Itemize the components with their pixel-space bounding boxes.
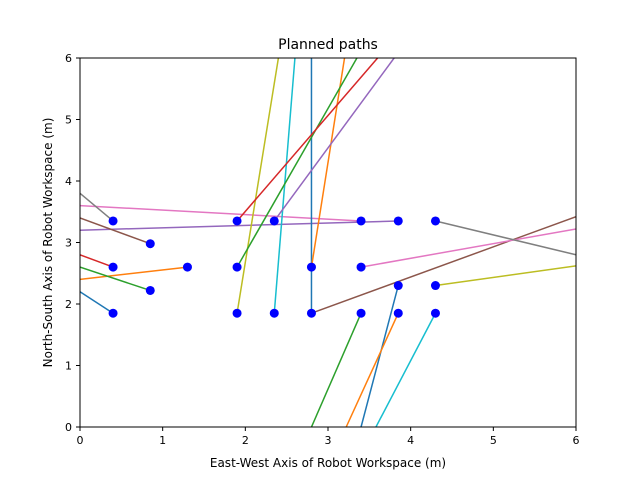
waypoint-marker-19	[393, 216, 403, 226]
waypoint-marker-3	[108, 216, 118, 226]
waypoint-marker-12	[306, 308, 316, 318]
path-line-6	[80, 217, 151, 245]
waypoint-marker-21	[430, 281, 440, 291]
y-axis: 0 1 2 3 4 5 6	[65, 52, 80, 434]
path-line-16	[311, 215, 576, 314]
path-line-15	[273, 58, 395, 222]
x-tick-label: 3	[325, 434, 332, 447]
waypoint-marker-13	[306, 262, 316, 272]
plot-area	[80, 58, 576, 427]
path-line-5	[80, 220, 399, 231]
marker-layer	[108, 216, 440, 318]
path-line-23	[310, 312, 362, 427]
waypoint-marker-8	[232, 262, 242, 272]
y-tick-label: 5	[65, 114, 72, 127]
path-line-22	[345, 312, 399, 427]
y-tick-label: 1	[65, 360, 72, 373]
series-layer	[80, 58, 576, 427]
x-tick-label: 1	[159, 434, 166, 447]
path-line-19	[435, 265, 576, 287]
y-tick-label: 4	[65, 175, 72, 188]
waypoint-marker-4	[145, 285, 155, 295]
path-line-21	[360, 285, 399, 427]
x-axis: 0 1 2 3 4 5 6	[77, 427, 580, 447]
waypoint-marker-11	[269, 216, 279, 226]
path-line-18	[435, 220, 576, 256]
waypoint-marker-10	[269, 308, 279, 318]
waypoint-marker-1	[108, 308, 118, 318]
path-line-3	[80, 266, 151, 292]
x-tick-label: 6	[573, 434, 580, 447]
waypoint-marker-5	[145, 239, 155, 249]
path-line-7	[80, 204, 362, 222]
waypoint-marker-17	[393, 308, 403, 318]
path-line-20	[375, 312, 437, 427]
waypoint-marker-9	[232, 216, 242, 226]
waypoint-marker-6	[182, 262, 192, 272]
path-line-9	[236, 58, 280, 314]
waypoint-marker-15	[356, 262, 366, 272]
y-tick-label: 2	[65, 298, 72, 311]
x-axis-label: East-West Axis of Robot Workspace (m)	[210, 456, 446, 470]
waypoint-marker-2	[108, 262, 118, 272]
chart-title: Planned paths	[278, 37, 378, 53]
waypoint-marker-14	[356, 308, 366, 318]
x-tick-label: 2	[242, 434, 249, 447]
x-tick-label: 5	[490, 434, 497, 447]
path-line-13	[236, 58, 358, 268]
waypoint-marker-16	[356, 216, 366, 226]
y-tick-label: 6	[65, 52, 72, 65]
waypoint-marker-7	[232, 308, 242, 318]
waypoint-marker-18	[393, 281, 403, 291]
y-tick-label: 0	[65, 421, 72, 434]
path-line-12	[310, 58, 346, 268]
waypoint-marker-22	[430, 216, 440, 226]
path-line-2	[80, 266, 188, 281]
y-axis-label: North-South Axis of Robot Workspace (m)	[41, 118, 55, 368]
path-line-4	[80, 254, 114, 268]
path-line-14	[236, 58, 379, 222]
x-tick-label: 4	[407, 434, 414, 447]
path-line-17	[360, 228, 576, 268]
x-tick-label: 0	[77, 434, 84, 447]
y-tick-label: 3	[65, 237, 72, 250]
path-line-8	[80, 192, 114, 222]
waypoint-marker-20	[430, 308, 440, 318]
path-line-1	[80, 291, 114, 314]
